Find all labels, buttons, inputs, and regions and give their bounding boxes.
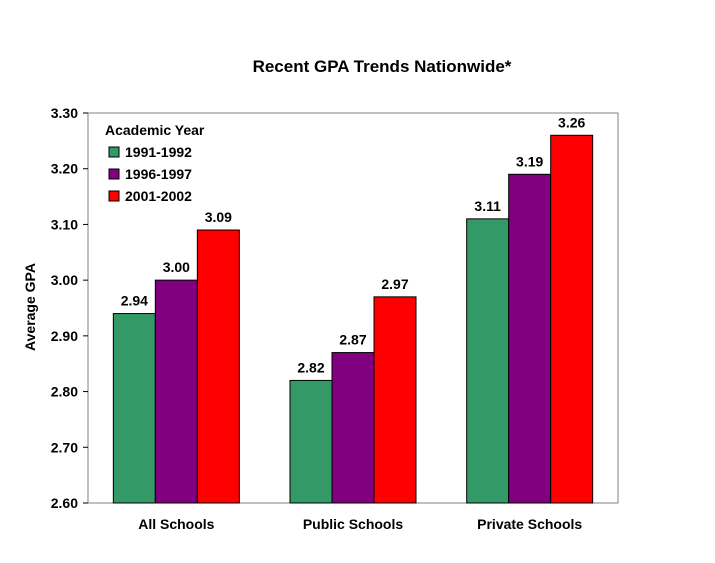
y-tick-label: 2.80 <box>51 384 78 400</box>
legend: Academic Year 1991-1992 1996-1997 2001-200… <box>105 122 205 204</box>
chart-title: Recent GPA Trends Nationwide* <box>253 57 512 76</box>
y-tick-label: 2.60 <box>51 495 78 511</box>
legend-entry: 2001-2002 <box>125 188 192 204</box>
bar-2001-2002-private-schools <box>550 134 594 504</box>
data-label: 3.09 <box>205 209 232 225</box>
bars: 2.94 3.00 3.09 2.82 2.87 2.97 3.11 3.19 3.26 <box>112 114 594 504</box>
bar-1991-1992-private-schools <box>466 218 510 504</box>
data-label: 3.00 <box>163 259 190 275</box>
data-label: 2.87 <box>339 332 366 348</box>
data-label: 3.11 <box>474 198 501 214</box>
y-tick-label: 3.10 <box>51 216 78 232</box>
data-label: 3.26 <box>558 114 585 130</box>
bar-2001-2002-all-schools <box>196 229 240 504</box>
y-tick-label: 3.00 <box>51 272 78 288</box>
y-tick-label: 3.30 <box>51 105 78 121</box>
bar-1996-1997-private-schools <box>508 173 552 504</box>
legend-swatch <box>108 168 120 180</box>
legend-entry: 1996-1997 <box>125 166 192 182</box>
data-label: 2.97 <box>381 276 408 292</box>
y-tick-label: 3.20 <box>51 161 78 177</box>
y-axis-label: Average GPA <box>22 263 38 351</box>
bar-1996-1997-public-schools <box>331 352 375 504</box>
bar-2001-2002-public-schools <box>373 296 417 504</box>
legend-swatch <box>108 190 120 202</box>
x-tick-label: Public Schools <box>303 516 404 532</box>
x-tick-label: All Schools <box>138 516 214 532</box>
legend-entry: 1991-1992 <box>125 144 192 160</box>
x-axis: All Schools Public Schools Private Schools <box>138 516 582 532</box>
data-label: 2.94 <box>121 293 148 309</box>
data-label: 3.19 <box>516 153 543 169</box>
bar-1996-1997-all-schools <box>154 279 198 504</box>
y-tick-label: 2.70 <box>51 439 78 455</box>
bar-1991-1992-public-schools <box>289 379 333 504</box>
legend-title: Academic Year <box>105 122 205 138</box>
legend-swatch <box>108 146 120 158</box>
bar-1991-1992-all-schools <box>112 313 156 504</box>
y-axis: 2.60 2.70 2.80 2.90 3.00 3.10 3.20 3.30 <box>51 105 88 511</box>
y-tick-label: 2.90 <box>51 328 78 344</box>
data-label: 2.82 <box>297 359 324 375</box>
x-tick-label: Private Schools <box>477 516 582 532</box>
